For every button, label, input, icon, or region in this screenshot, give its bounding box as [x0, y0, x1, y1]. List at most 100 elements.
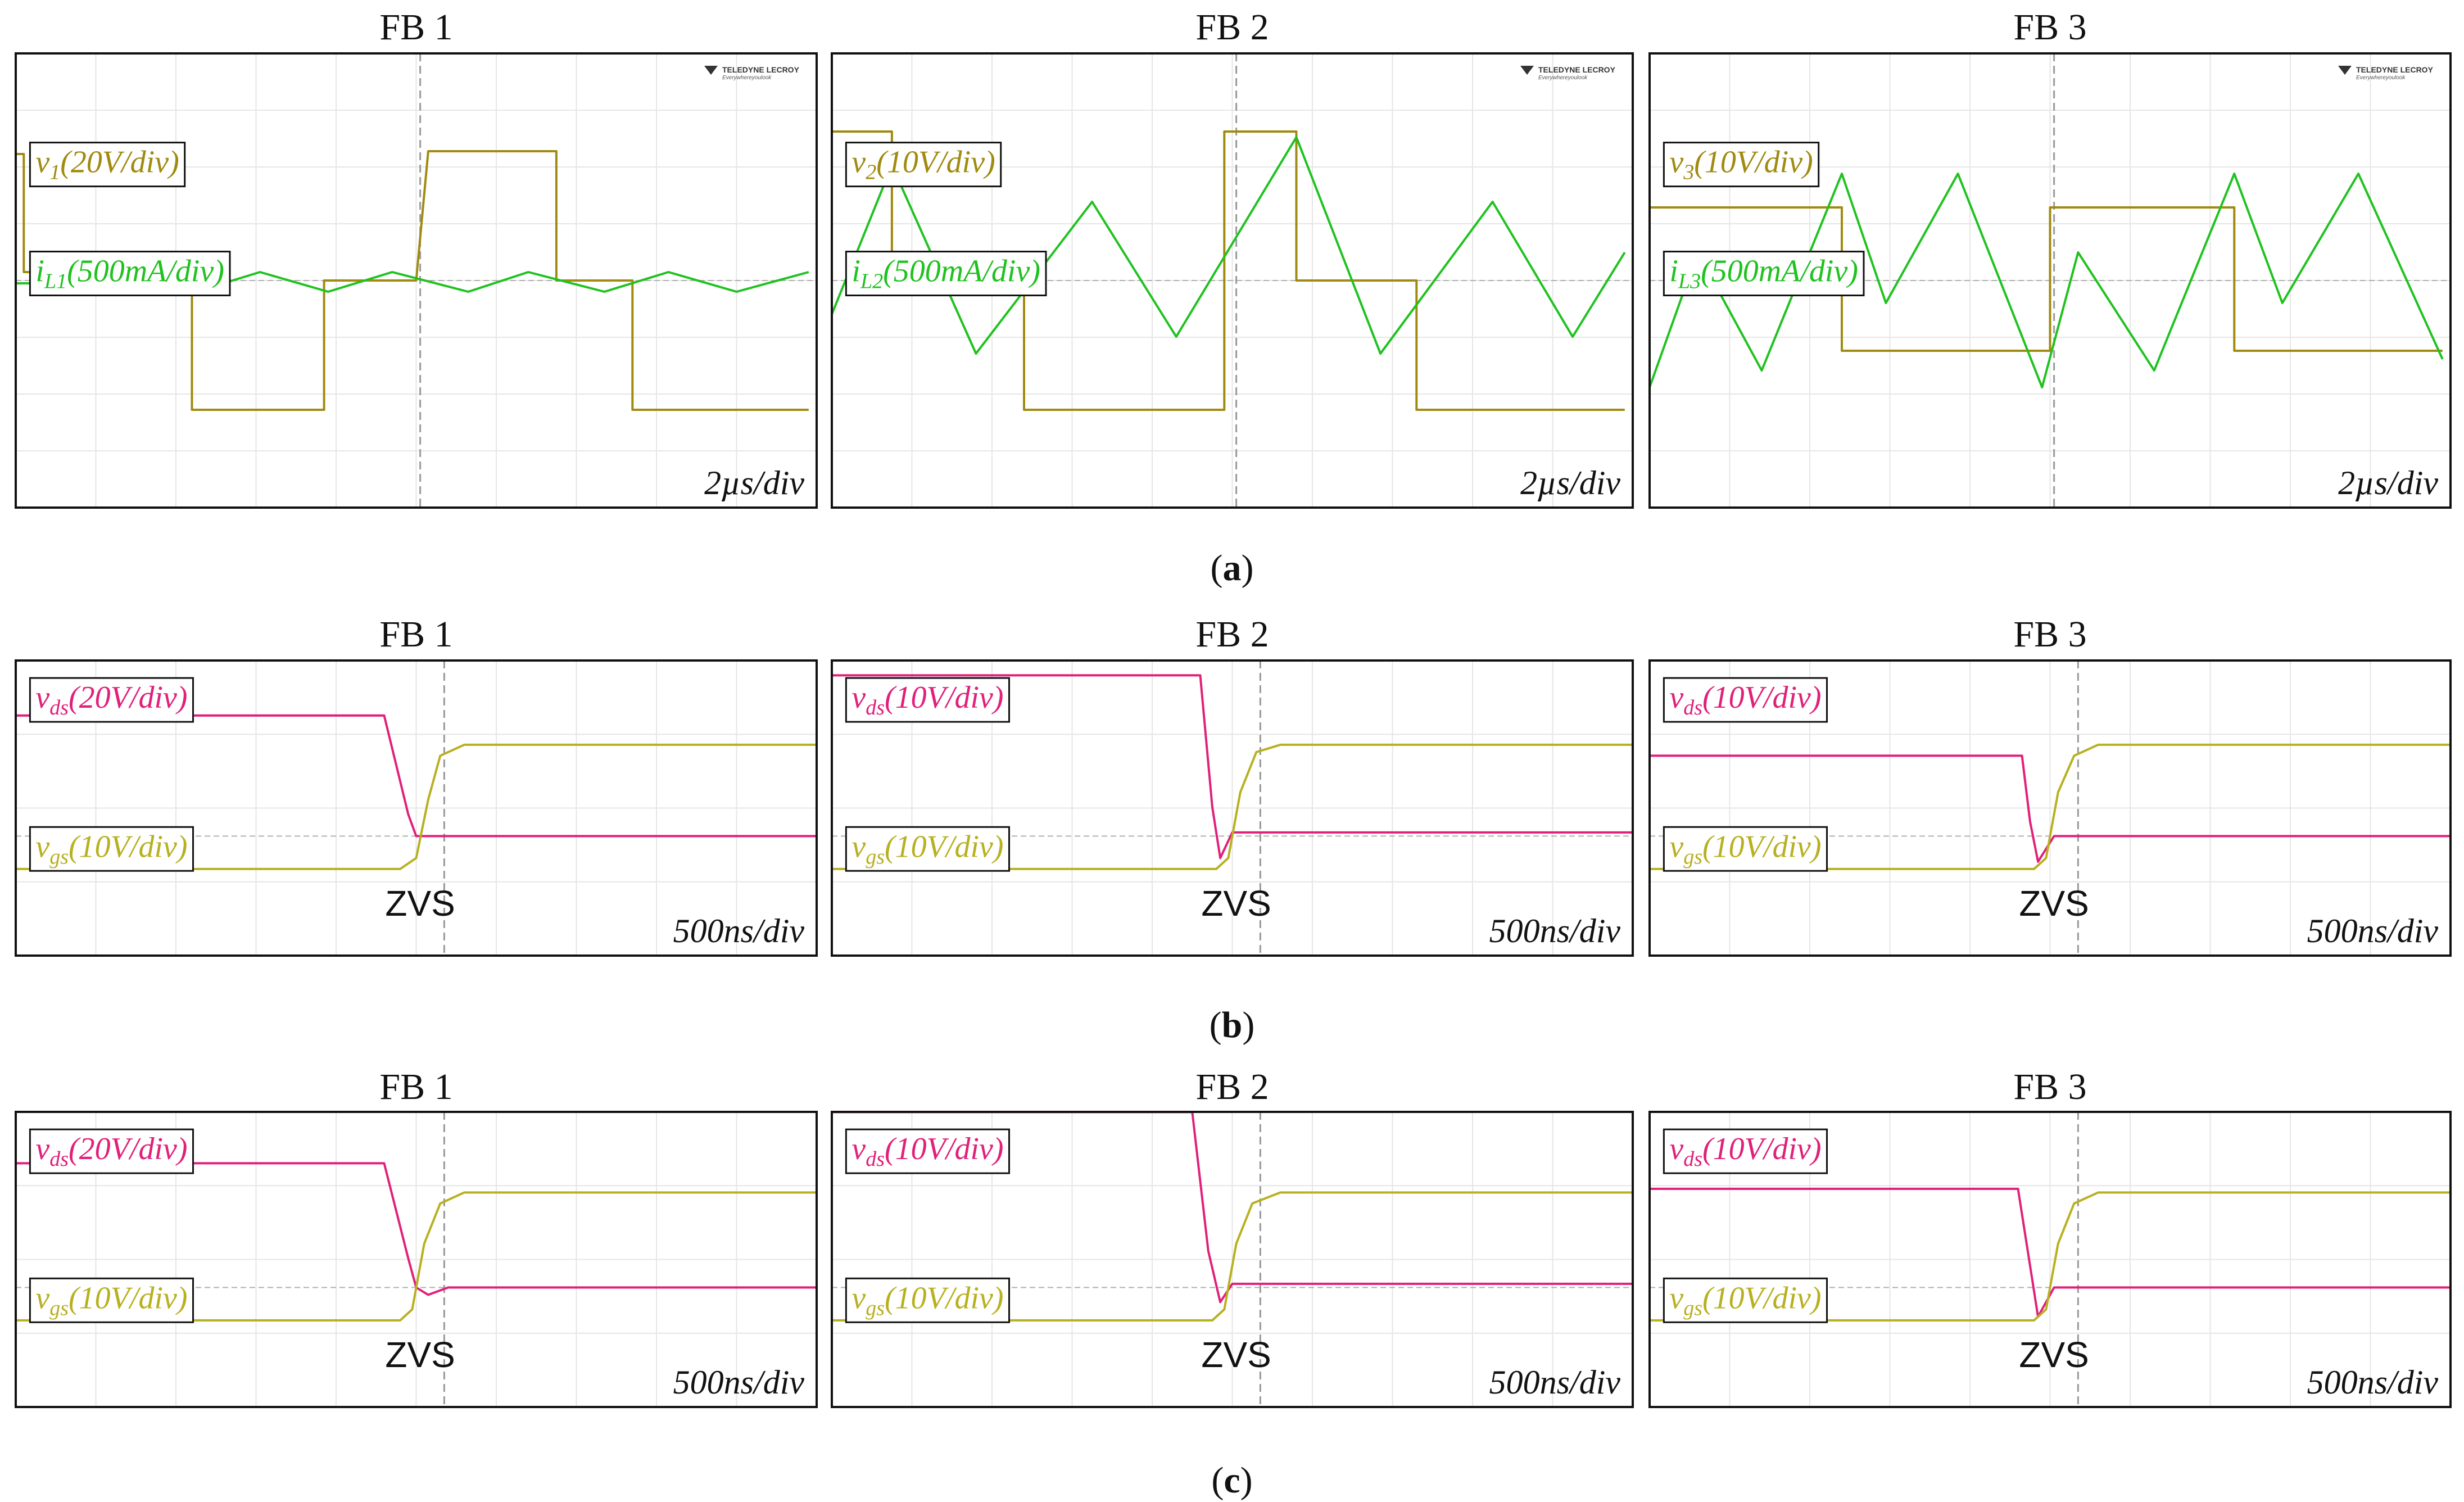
scope-panel-b-2: FB 2 vds(10V/div) vgs(10V/div) ZVS 500ns/div: [831, 614, 1634, 957]
zvs-annotation: ZVS: [1201, 1334, 1271, 1375]
panel-frame: [15, 1111, 818, 1408]
trace-vgs: [16, 743, 817, 870]
scope-panel-c-1: FB 1 vds(20V/div) vgs(10V/div) ZVS 500ns/div: [15, 1066, 818, 1408]
logo-icon: [1520, 66, 1534, 75]
zvs-annotation: ZVS: [2019, 883, 2089, 924]
panel-title: FB 1: [379, 1066, 452, 1107]
trace-vgs: [832, 743, 1633, 870]
logo-tagline: Everywhereyoulook: [1538, 75, 1588, 81]
panel-frame: [1648, 1111, 2452, 1408]
channel-label: v2(10V/div): [851, 145, 995, 184]
channel-label-box: [1663, 251, 1865, 297]
channel-label-box: [29, 142, 186, 188]
time-division-label: 2µs/div: [2338, 464, 2438, 501]
logo-icon: [704, 66, 718, 75]
grid: [1650, 1112, 2451, 1407]
channel-label: vgs(10V/div): [35, 829, 187, 868]
trace-v3: [1650, 206, 2443, 352]
channel-label-box: [845, 251, 1047, 297]
time-division-label: 500ns/div: [673, 1364, 805, 1401]
logo-icon: [2338, 66, 2352, 75]
channel-label-box: [1663, 1277, 1828, 1323]
channel-label-box: [29, 251, 231, 297]
scope-panel-c-3: FB 3 vds(10V/div) vgs(10V/div) ZVS 500ns/div: [1648, 1066, 2452, 1408]
panel-title: FB 1: [379, 7, 452, 48]
time-division-label: 2µs/div: [1520, 464, 1620, 501]
channel-label: vgs(10V/div): [851, 829, 1003, 868]
channel-label-box: [845, 677, 1011, 723]
panel-title: FB 2: [1195, 1066, 1269, 1107]
channel-label: vds(20V/div): [35, 1132, 187, 1171]
panel-title: FB 2: [1195, 7, 1269, 48]
channel-label-box: [845, 1128, 1011, 1174]
scope-panel-a-2: FB 2 v2(10V/div) iL2(500mA/div) 2µs/div TELE…: [831, 7, 1634, 509]
channel-label-box: [29, 1128, 194, 1174]
panel-title: FB 1: [379, 614, 452, 655]
panel-frame: [831, 52, 1634, 509]
channel-label: v1(20V/div): [35, 145, 179, 184]
logo-tagline: Everywhereyoulook: [722, 75, 772, 81]
channel-label: vds(10V/div): [1669, 1132, 1821, 1171]
time-division-label: 2µs/div: [704, 464, 804, 501]
logo-text: TELEDYNE LECROY: [722, 65, 800, 74]
panel-frame: [15, 659, 818, 957]
channel-label-box: [1663, 826, 1828, 872]
zvs-annotation: ZVS: [385, 883, 455, 924]
scope-panels: FB 1 v1(20V/div) iL1(500mA/div) 2µs/div TELE…: [15, 7, 2452, 1408]
panel-title: FB 2: [1195, 614, 1269, 655]
trace-vgs: [1650, 743, 2451, 870]
panel-frame: [15, 52, 818, 509]
zvs-annotation: ZVS: [1201, 883, 1271, 924]
channel-label: vgs(10V/div): [35, 1281, 187, 1320]
scope-panel-a-3: FB 3 v3(10V/div) iL3(500mA/div) 2µs/div TELE…: [1648, 7, 2452, 509]
scope-panel-b-1: FB 1 vds(20V/div) vgs(10V/div) ZVS 500ns/div: [15, 614, 818, 957]
logo-text: TELEDYNE LECROY: [2356, 65, 2434, 74]
grid: [16, 53, 817, 508]
panel-title: FB 3: [2013, 1066, 2086, 1107]
channel-label-box: [29, 826, 194, 872]
channel-label-box: [1663, 1128, 1828, 1174]
channel-label: vds(20V/div): [35, 680, 187, 720]
channel-label-box: [29, 1277, 194, 1323]
panel-frame: [1648, 659, 2452, 957]
grid: [832, 660, 1633, 956]
logo-text: TELEDYNE LECROY: [1538, 65, 1616, 74]
time-division-label: 500ns/div: [2307, 1364, 2439, 1401]
subfigure-caption-c: (c): [1211, 1460, 1252, 1501]
grid: [1650, 660, 2451, 956]
channel-label: iL3(500mA/div): [1669, 254, 1858, 293]
subfigure-caption-a: (a): [1211, 548, 1254, 589]
panel-title: FB 3: [2013, 7, 2086, 48]
channel-label-box: [845, 1277, 1011, 1323]
logo-tagline: Everywhereyoulook: [2356, 75, 2406, 81]
zvs-annotation: ZVS: [385, 1334, 455, 1375]
trace-vgs: [1650, 1191, 2451, 1322]
time-division-label: 500ns/div: [1489, 912, 1621, 949]
grid: [16, 660, 817, 956]
time-division-label: 500ns/div: [673, 912, 805, 949]
trace-vds: [1650, 754, 2451, 863]
channel-label-box: [845, 826, 1011, 872]
scope-panel-c-2: FB 2 vds(10V/div) vgs(10V/div) ZVS 500ns/div: [831, 1066, 1634, 1408]
channel-label: v3(10V/div): [1669, 145, 1813, 184]
channel-label: vgs(10V/div): [851, 1281, 1003, 1320]
zvs-annotation: ZVS: [2019, 1334, 2089, 1375]
channel-label-box: [1663, 677, 1828, 723]
subfigure-caption-b: (b): [1210, 1005, 1255, 1046]
time-division-label: 500ns/div: [2307, 912, 2439, 949]
trace-vgs: [16, 1191, 817, 1322]
scope-panel-b-3: FB 3 vds(10V/div) vgs(10V/div) ZVS 500ns/div: [1648, 614, 2452, 957]
channel-label: vgs(10V/div): [1669, 829, 1821, 868]
panel-frame: [831, 659, 1634, 957]
trace-iL3: [1648, 173, 2444, 388]
channel-label: iL2(500mA/div): [851, 254, 1040, 293]
channel-label-box: [1663, 142, 1820, 188]
panel-title: FB 3: [2013, 614, 2086, 655]
channel-label: vgs(10V/div): [1669, 1281, 1821, 1320]
trace-vgs: [832, 1191, 1633, 1322]
channel-label-box: [845, 142, 1002, 188]
